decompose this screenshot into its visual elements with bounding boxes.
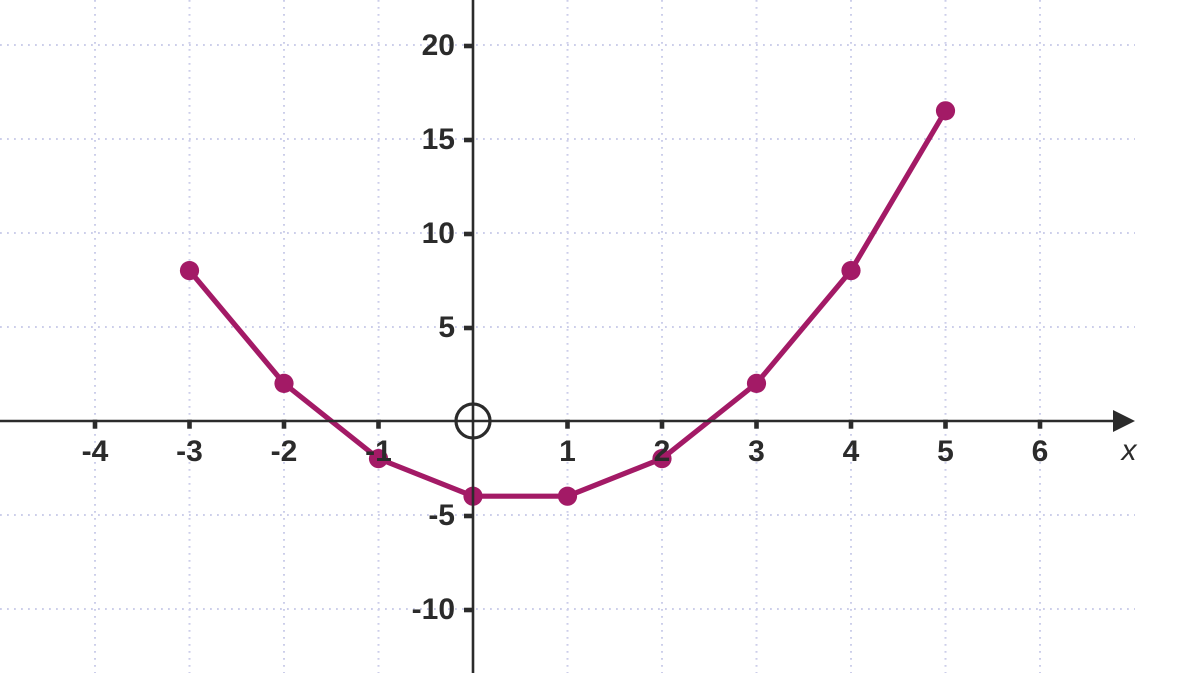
svg-text:-5: -5	[428, 499, 455, 532]
svg-text:-10: -10	[412, 593, 455, 626]
svg-text:-1: -1	[365, 435, 392, 468]
svg-text:3: 3	[748, 435, 765, 468]
svg-text:-3: -3	[176, 435, 203, 468]
svg-text:15: 15	[422, 123, 455, 156]
svg-text:20: 20	[422, 29, 455, 62]
svg-text:10: 10	[422, 217, 455, 250]
svg-text:-2: -2	[271, 435, 298, 468]
svg-text:5: 5	[438, 311, 455, 344]
svg-text:6: 6	[1032, 435, 1049, 468]
svg-text:5: 5	[937, 435, 954, 468]
svg-text:2: 2	[654, 435, 671, 468]
svg-text:-4: -4	[82, 435, 109, 468]
svg-text:1: 1	[559, 435, 576, 468]
svg-text:x: x	[1120, 434, 1138, 467]
svg-text:4: 4	[843, 435, 860, 468]
